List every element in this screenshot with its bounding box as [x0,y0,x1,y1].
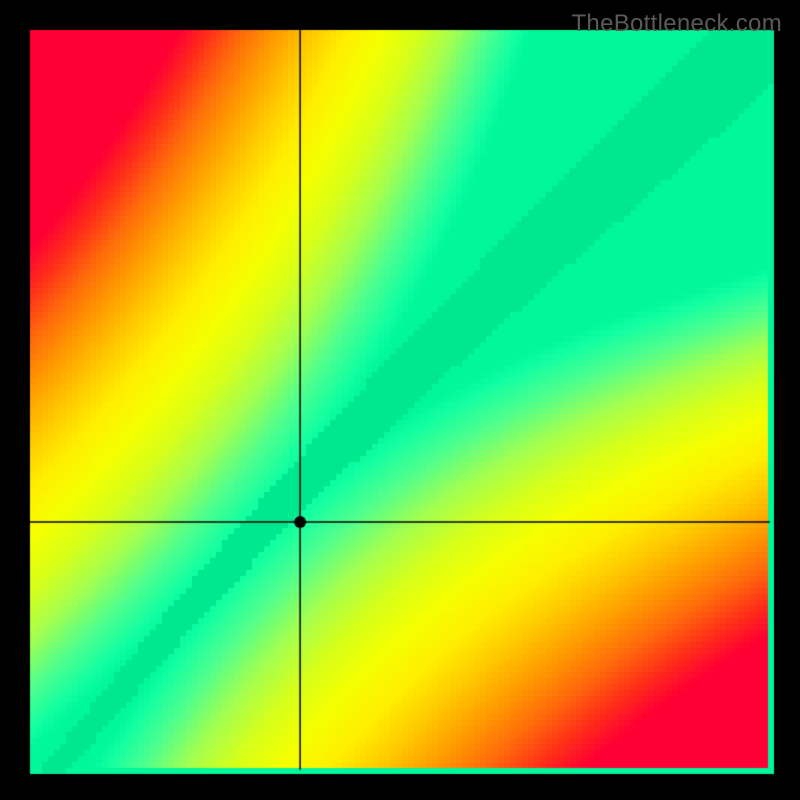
bottleneck-heatmap-canvas [0,0,800,800]
chart-container: TheBottleneck.com [0,0,800,800]
watermark-text: TheBottleneck.com [571,10,782,38]
